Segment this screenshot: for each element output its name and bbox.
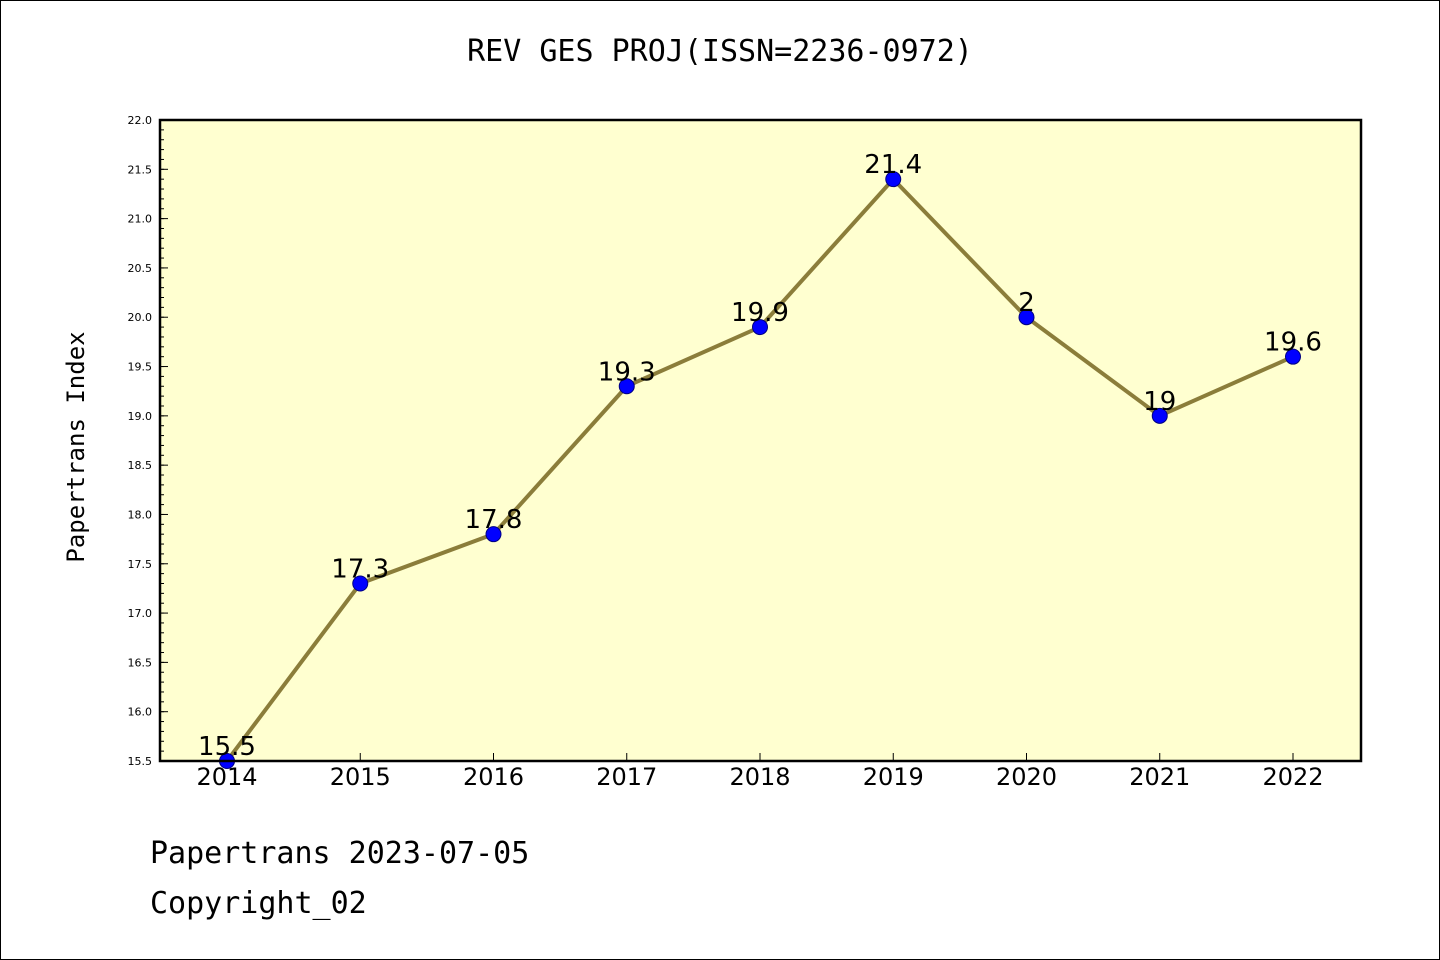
y-tick-label: 21.5 (128, 163, 153, 176)
y-tick-label: 21.0 (128, 213, 153, 226)
data-point (485, 526, 502, 543)
footer-copyright: Copyright_02 (150, 886, 367, 921)
data-label: 19.3 (598, 357, 656, 387)
y-tick-label: 18.0 (128, 508, 153, 521)
data-label: 19.9 (731, 298, 789, 328)
data-point (1285, 348, 1301, 365)
data-label: 15.5 (198, 732, 256, 762)
plot-area (160, 120, 1361, 761)
x-tick-label: 2020 (996, 763, 1057, 791)
y-tick-label: 16.5 (128, 656, 153, 669)
data-label: 21.4 (864, 150, 922, 180)
y-tick-label: 22.0 (128, 114, 153, 127)
data-point (885, 171, 902, 188)
data-label: 17.8 (465, 505, 523, 535)
data-label: 17.3 (331, 554, 389, 584)
y-tick-label: 19.0 (128, 410, 153, 423)
y-tick-label: 17.0 (128, 607, 153, 620)
y-tick-label: 20.5 (128, 262, 153, 275)
footer-date: Papertrans 2023-07-05 (150, 836, 530, 871)
data-label: 19 (1143, 387, 1176, 417)
x-tick-label: 2015 (330, 763, 391, 791)
plot-border (158, 118, 1363, 763)
x-axis: 2014 2015 2016 2017 2018 2019 2020 2021 2022 (196, 753, 1324, 791)
data-point (1018, 309, 1035, 326)
x-tick-label: 2021 (1129, 763, 1190, 791)
x-tick-label: 2019 (863, 763, 924, 791)
y-tick-label: 16.0 (128, 706, 153, 719)
y-tick-label: 17.5 (128, 558, 153, 571)
data-point (1151, 407, 1168, 424)
y-tick-label: 20.0 (128, 311, 153, 324)
x-tick-label: 2016 (463, 763, 524, 791)
x-tick-label: 2018 (729, 763, 790, 791)
data-label: 19.6 (1264, 328, 1322, 358)
y-tick-label: 15.5 (128, 755, 153, 768)
x-tick-label: 2022 (1262, 763, 1323, 791)
data-point (752, 319, 768, 336)
y-tick-label: 19.5 (128, 361, 153, 374)
chart-title: REV GES PROJ(ISSN=2236-0972) (467, 34, 973, 69)
data-labels: 15.5 17.3 17.8 19.3 19.9 21.4 2 19 19.6 (198, 150, 1322, 762)
data-point (618, 378, 635, 395)
data-point (352, 575, 369, 592)
data-label: 2 (1018, 288, 1035, 318)
x-tick-label: 2017 (596, 763, 657, 791)
y-axis: 15.5 16.0 16.5 17.0 17.5 18.0 18.5 19.0 19.5 20.0… (128, 114, 168, 768)
y-tick-label: 18.5 (128, 459, 153, 472)
